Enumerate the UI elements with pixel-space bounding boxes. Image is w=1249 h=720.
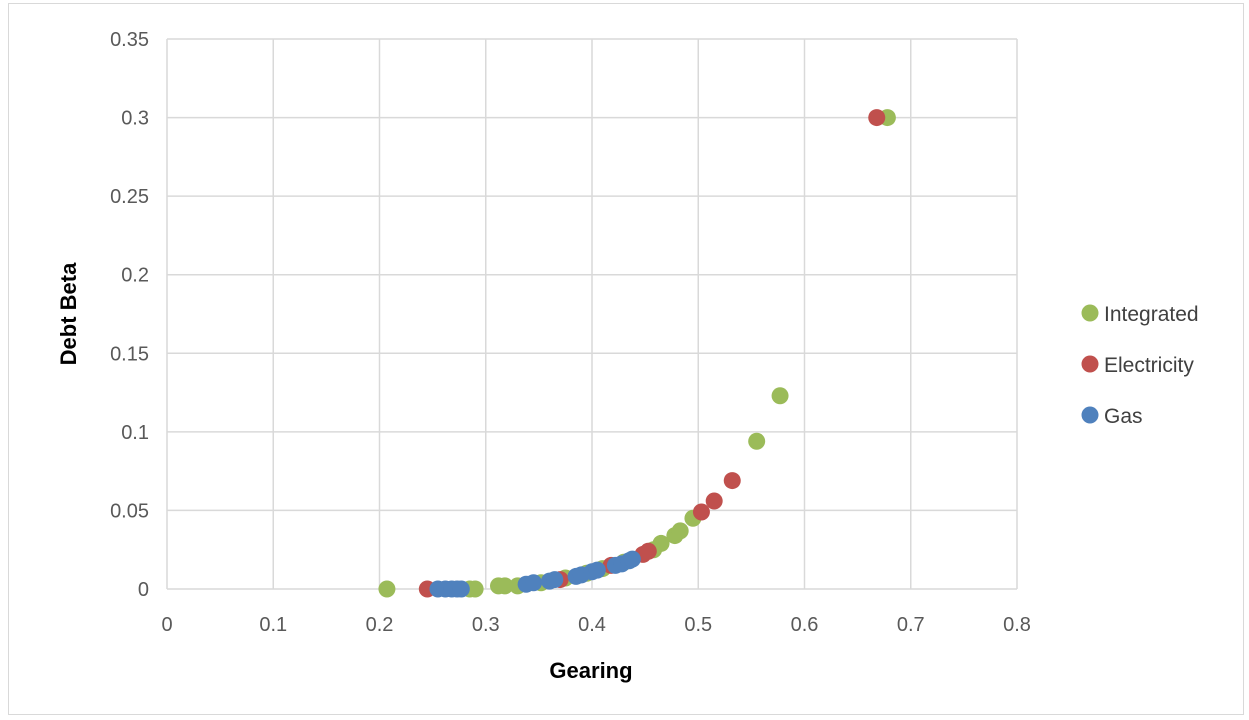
y-tick-label: 0 (138, 579, 149, 601)
legend-label: Integrated (1104, 303, 1199, 326)
data-points (378, 109, 896, 598)
x-tick-label: 0.1 (259, 614, 287, 636)
data-point (692, 503, 710, 521)
data-point (466, 580, 484, 598)
data-point (705, 492, 723, 510)
data-point (623, 550, 641, 568)
y-tick-label: 0.3 (121, 108, 149, 130)
data-point (652, 534, 670, 552)
y-tick-label: 0.1 (121, 422, 149, 444)
y-tick-label: 0.2 (121, 265, 149, 287)
x-tick-label: 0.5 (684, 614, 712, 636)
x-tick-label: 0.3 (472, 614, 500, 636)
data-point (496, 577, 514, 595)
legend-item: Gas (1081, 405, 1143, 428)
legend-marker (1081, 355, 1099, 373)
data-point (452, 580, 470, 598)
legend: Integrated Electricity Gas (1081, 303, 1199, 428)
legend-item: Electricity (1081, 354, 1194, 377)
x-tick-label: 0.2 (366, 614, 394, 636)
legend-label: Gas (1104, 405, 1143, 428)
x-tick-label: 0.4 (578, 614, 606, 636)
data-point (771, 387, 789, 405)
x-tick-label: 0.6 (791, 614, 819, 636)
x-axis-title: Gearing (549, 658, 632, 683)
x-axis-ticks: 0 0.1 0.2 0.3 0.4 0.5 0.6 0.7 0.8 (161, 614, 1030, 636)
y-axis-title: Debt Beta (56, 262, 81, 365)
series-gas (429, 550, 641, 598)
y-tick-label: 0.15 (110, 343, 149, 365)
legend-marker (1081, 406, 1099, 424)
chart-frame (8, 3, 1244, 715)
data-point (671, 522, 689, 540)
y-axis-ticks: 0 0.05 0.1 0.15 0.2 0.25 0.3 0.35 (110, 29, 149, 601)
data-point (748, 432, 766, 450)
x-tick-label: 0 (161, 614, 172, 636)
legend-marker (1081, 304, 1099, 322)
data-point (378, 580, 396, 598)
y-tick-label: 0.05 (110, 500, 149, 522)
legend-label: Electricity (1104, 354, 1194, 377)
data-point (723, 472, 741, 490)
y-tick-label: 0.35 (110, 29, 149, 51)
x-tick-label: 0.7 (897, 614, 925, 636)
data-point (546, 571, 564, 589)
series-electricity (418, 109, 886, 598)
data-point (588, 561, 606, 579)
x-tick-label: 0.8 (1003, 614, 1031, 636)
legend-item: Integrated (1081, 303, 1199, 326)
data-point (639, 542, 657, 560)
data-point (868, 109, 886, 127)
y-tick-label: 0.25 (110, 186, 149, 208)
data-point (525, 574, 543, 592)
